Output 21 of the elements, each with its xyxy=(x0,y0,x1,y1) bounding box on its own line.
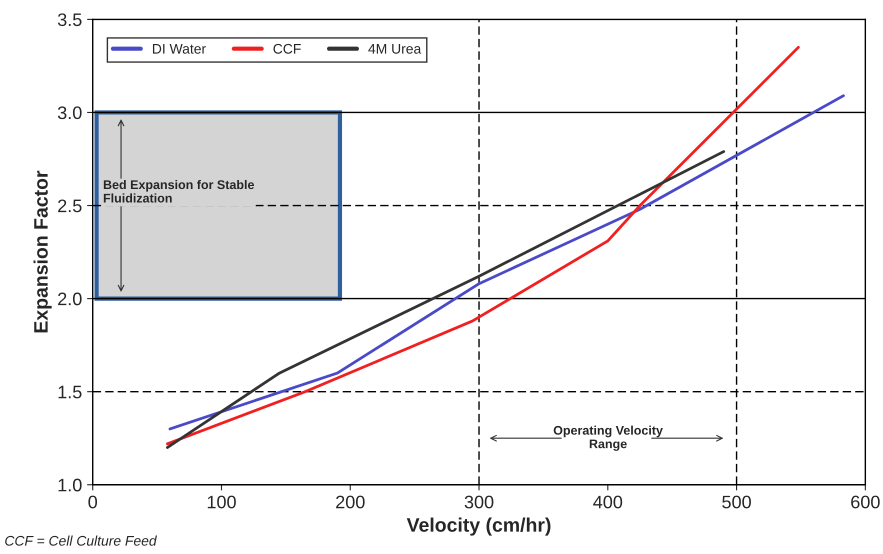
x-tick-label: 200 xyxy=(336,496,365,508)
band-label: Bed Expansion for Stable Fluidization xyxy=(104,180,254,203)
annotation: Operating Velocity Range xyxy=(554,426,663,451)
x-tick-label: 300 xyxy=(464,496,494,508)
legend-label: 4M Urea xyxy=(368,44,422,54)
y-tick-label: 2.5 xyxy=(58,199,82,212)
x-axis-title: Velocity (cm/hr) xyxy=(406,518,550,536)
y-tick-label: 2.0 xyxy=(58,292,82,306)
legend-label: DI Water xyxy=(152,44,206,54)
y-axis-title: Expansion Factor xyxy=(34,170,52,332)
y-tick-label: 1.5 xyxy=(58,386,82,398)
x-tick-label: 100 xyxy=(208,496,236,508)
x-tick-label: 500 xyxy=(722,496,751,508)
x-tick-label: 400 xyxy=(593,496,622,508)
y-tick-label: 3.5 xyxy=(58,13,82,26)
y-tick-label: 1.0 xyxy=(58,478,82,492)
x-tick-label: 600 xyxy=(851,496,880,508)
text: CCF = Cell Culture Feed xyxy=(5,536,157,546)
legend-label: CCF xyxy=(273,44,301,54)
y-tick-label: 3.0 xyxy=(58,106,82,120)
x-tick-label: 0 xyxy=(88,496,98,508)
